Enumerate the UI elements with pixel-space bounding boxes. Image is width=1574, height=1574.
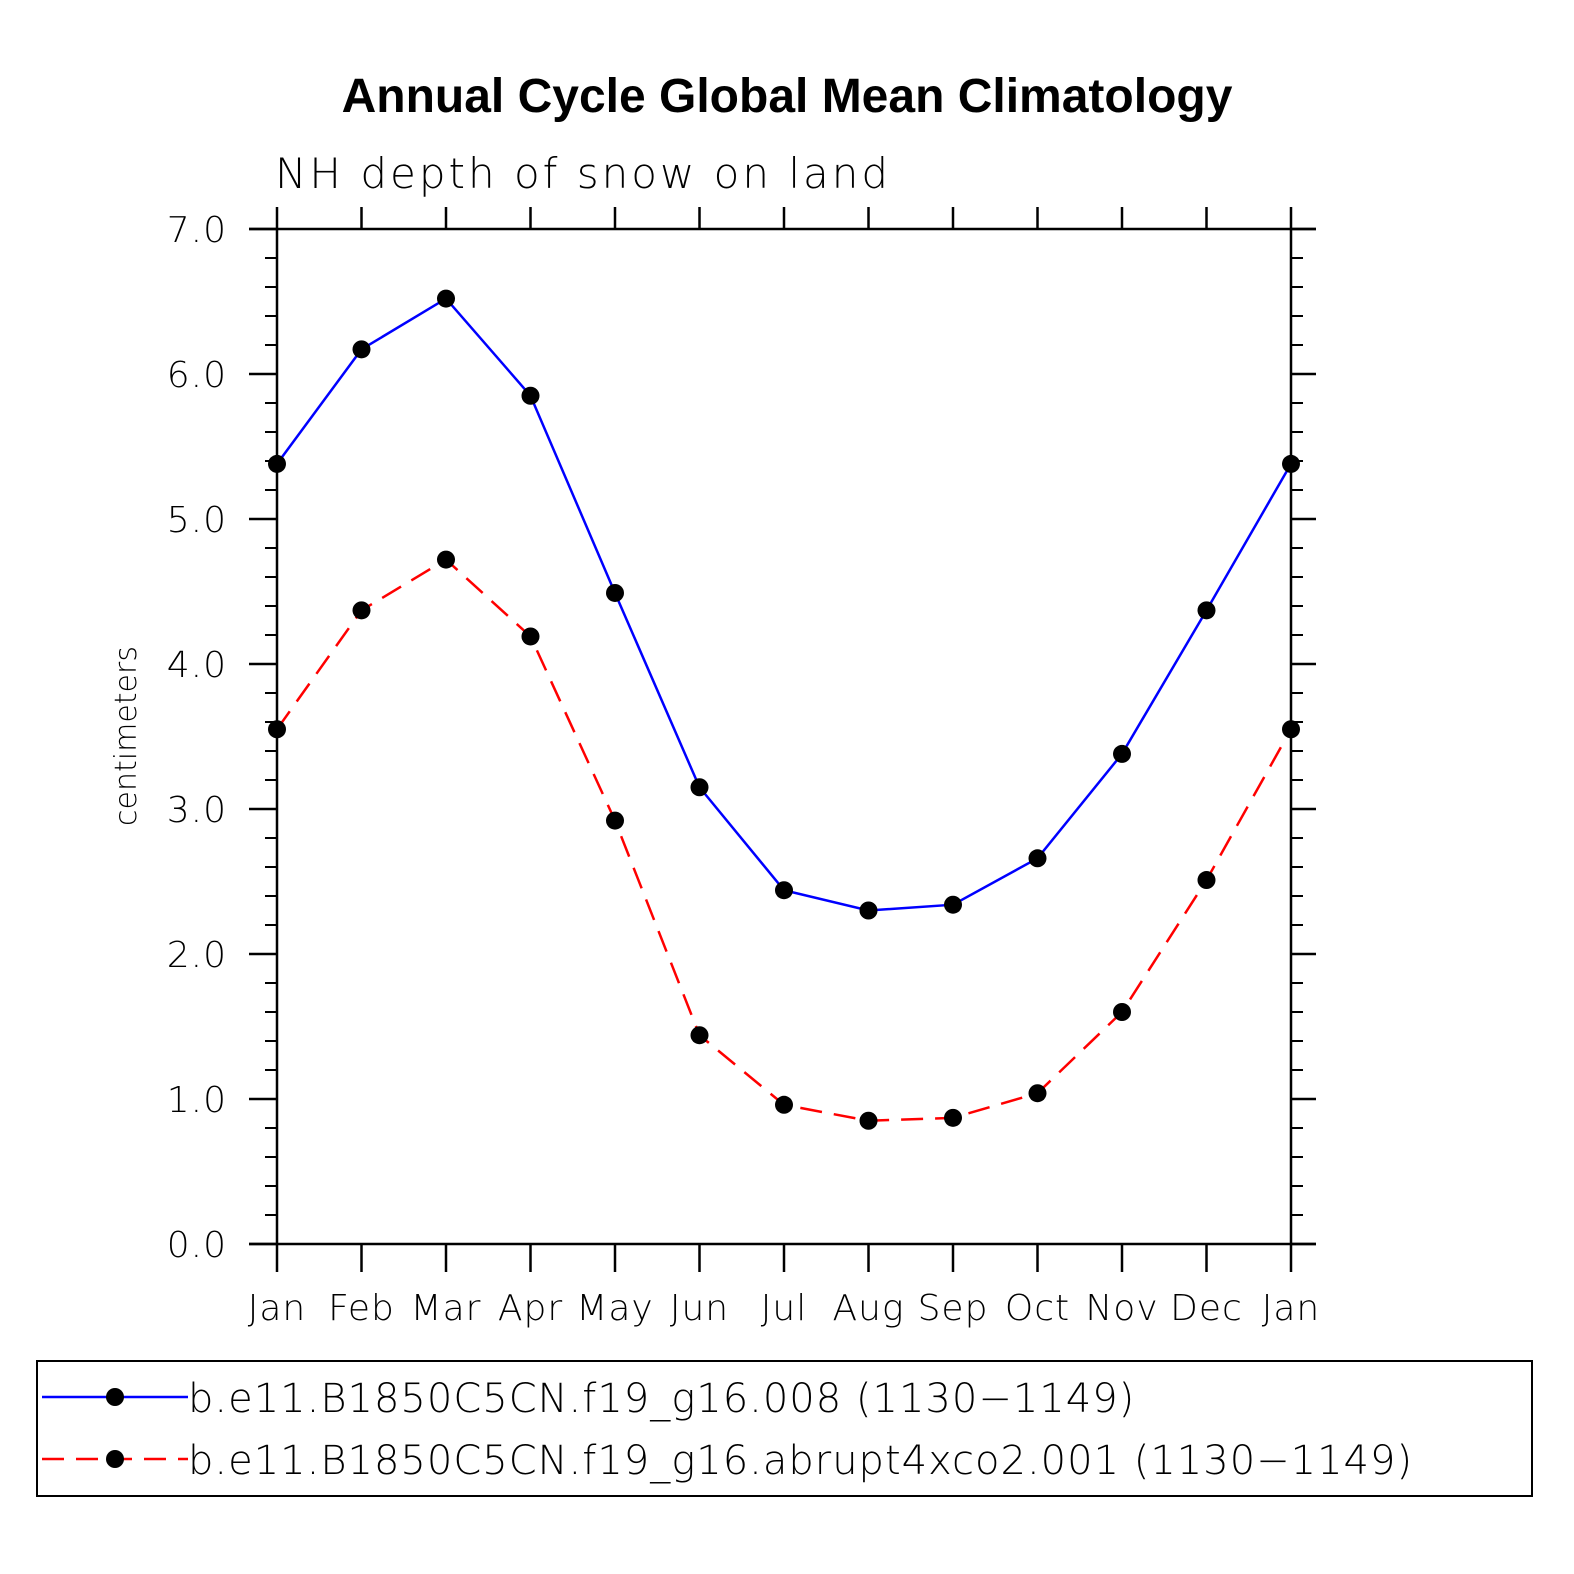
legend-box: [36, 1360, 1533, 1497]
y-tick-label: 1.0: [167, 1080, 227, 1121]
legend-marker-2: [106, 1450, 124, 1468]
series-2-point: [1282, 720, 1300, 739]
series-2-point: [1113, 1003, 1131, 1021]
chart-subtitle: NH depth of snow on land: [275, 149, 891, 198]
x-tick-label: Aug: [832, 1288, 904, 1329]
y-tick-label: 5.0: [167, 500, 227, 541]
legend-marker-1: [106, 1388, 124, 1406]
legend-label-2: b.e11.B1850C5CN.f19_g16.abrupt4xco2.001 …: [188, 1438, 1413, 1484]
series-1-point: [775, 881, 793, 900]
x-tick-label: Jan: [1262, 1288, 1321, 1329]
series-2-point: [775, 1095, 793, 1114]
x-tick-label: May: [576, 1288, 653, 1329]
series-line-1: [275, 296, 1293, 912]
series-1-point: [437, 289, 455, 308]
series-2-point: [606, 811, 624, 830]
y-tick-label: 0.0: [167, 1225, 227, 1266]
series-1-point: [352, 340, 371, 359]
x-tick-label: Jun: [670, 1288, 729, 1329]
x-tick-label: Nov: [1085, 1288, 1158, 1329]
series-2-point: [437, 550, 455, 569]
y-tick-label: 4.0: [167, 645, 227, 686]
x-tick-label: Dec: [1170, 1288, 1243, 1329]
series-1-point: [690, 778, 709, 797]
series-2-point: [521, 627, 540, 646]
series-2-point: [859, 1111, 878, 1130]
series-2-point: [944, 1108, 962, 1127]
y-tick-label: 2.0: [167, 935, 227, 976]
series-2-point: [352, 601, 371, 620]
series-1-point: [1197, 601, 1216, 620]
y-tick-label: 3.0: [167, 790, 227, 831]
x-tick-label: Feb: [328, 1288, 395, 1329]
series-2-point: [1028, 1084, 1047, 1103]
series-2-point: [690, 1026, 709, 1045]
series-1-point: [944, 895, 962, 914]
series-line-2: [275, 558, 1293, 1123]
series-1-point: [606, 583, 624, 602]
series-1-point: [268, 454, 286, 473]
legend: b.e11.B1850C5CN.f19_g16.008 (1130−1149) b…: [36, 1360, 1533, 1497]
x-tick-label: Jan: [248, 1288, 307, 1329]
x-tick-label: Oct: [1005, 1288, 1070, 1329]
x-tick-label: Sep: [918, 1288, 989, 1329]
x-tick-label: Apr: [498, 1288, 563, 1329]
series-1-point: [1028, 849, 1047, 868]
plot-area: 0.0 1.0 2.0 3.0 4.0 5.0 6.0 7.0 Jan Feb Mar Apr May J…: [167, 207, 1321, 1329]
y-tick-label: 6.0: [167, 355, 227, 396]
series-1-point: [1282, 454, 1300, 473]
series-2-point: [1197, 871, 1216, 890]
chart-title: Annual Cycle Global Mean Climatology: [342, 70, 1233, 123]
series-1-point: [1113, 744, 1131, 763]
series-1-point: [859, 901, 878, 920]
series-2-point: [268, 720, 286, 739]
y-tick-label: 7.0: [167, 210, 227, 251]
x-tick-label: Jul: [761, 1288, 807, 1329]
series-1-point: [521, 386, 540, 405]
x-tick-label: Mar: [411, 1288, 482, 1329]
legend-label-1: b.e11.B1850C5CN.f19_g16.008 (1130−1149): [188, 1376, 1135, 1422]
y-axis-label: centimeters: [109, 646, 144, 826]
